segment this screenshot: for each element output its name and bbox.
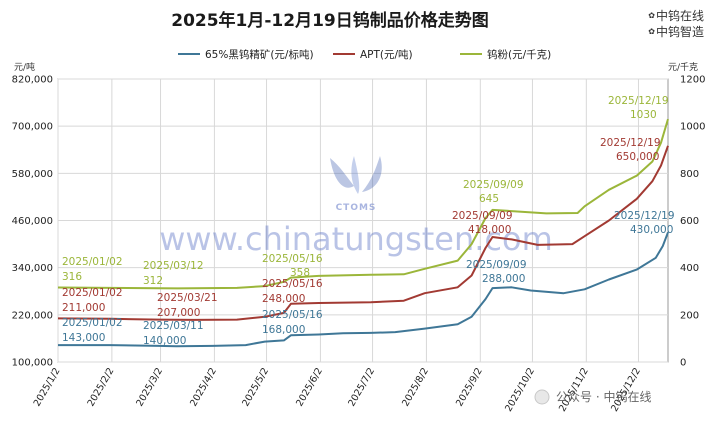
- annotation-date: 2025/01/02: [62, 287, 123, 299]
- annotation-date: 2025/03/21: [157, 292, 218, 304]
- legend-label: APT(元/吨): [360, 48, 413, 61]
- brand-text-1: 中钨在线: [655, 9, 704, 23]
- y-left-tick-label: 220,000: [12, 310, 53, 321]
- y-left-tick-label: 580,000: [12, 169, 53, 180]
- annotation-date: 2025/12/19: [600, 137, 661, 149]
- y-right-unit: 元/千克: [668, 62, 698, 73]
- annotation-value: 288,000: [482, 273, 525, 285]
- legend-label: 65%黑钨精矿(元/标吨): [205, 48, 314, 61]
- y-left-tick-label: 820,000: [12, 75, 53, 86]
- series-line: [57, 118, 669, 290]
- annotation-date: 2025/05/16: [262, 253, 323, 265]
- annotation-value: 650,000: [616, 151, 659, 163]
- y-right-tick-label: 400: [680, 263, 699, 274]
- watermark-logo-shape: [351, 156, 360, 194]
- annotation-value: 645: [479, 193, 499, 205]
- annotation-date: 2025/09/09: [463, 179, 524, 191]
- annotation-value: 248,000: [262, 293, 305, 305]
- annotation-date: 2025/12/19: [614, 210, 675, 222]
- y-left-tick-label: 700,000: [12, 122, 53, 133]
- annotation-value: 207,000: [157, 307, 200, 319]
- watermark-logo-shape: [330, 158, 354, 188]
- y-right-tick-label: 1200: [680, 75, 705, 86]
- y-right-tick-label: 800: [680, 169, 699, 180]
- y-left-unit: 元/吨: [14, 61, 35, 73]
- y-left-tick-label: 340,000: [12, 263, 53, 274]
- annotation-value: 140,000: [143, 335, 186, 347]
- annotation-date: 2025/01/02: [62, 256, 123, 268]
- annotation-value: 358: [290, 267, 310, 279]
- legend-label: 钨粉(元/千克): [487, 48, 551, 61]
- y-left-tick-label: 460,000: [12, 216, 53, 227]
- watermark-site-text: www.chinatungsten.com: [159, 220, 553, 258]
- annotation-value: 168,000: [262, 324, 305, 336]
- annotation-value: 211,000: [62, 302, 105, 314]
- annotation-date: 2025/05/16: [262, 309, 323, 321]
- y-right-tick-label: 0: [680, 358, 686, 369]
- annotation-value: 316: [62, 271, 82, 283]
- chart-title: 2025年1月-12月19日钨制品价格走势图: [171, 10, 489, 31]
- series-line: [57, 145, 669, 321]
- brand-mark-icon: ✿: [648, 27, 655, 36]
- annotation-value: 312: [143, 275, 163, 287]
- annotation-date: 2025/05/16: [262, 278, 323, 290]
- y-right-tick-label: 600: [680, 216, 699, 227]
- y-left-tick-label: 100,000: [12, 358, 53, 369]
- brand-mark-icon: ✿: [648, 11, 655, 20]
- y-right-tick-label: 1000: [680, 122, 705, 133]
- annotation-value: 418,000: [468, 224, 511, 236]
- annotation-date: 2025/09/09: [466, 259, 527, 271]
- brand-text-2: 中钨智造: [655, 25, 704, 39]
- annotation-date: 2025/03/12: [143, 260, 204, 272]
- annotation-date: 2025/03/11: [143, 320, 204, 332]
- bottom-badge-text: 公众号 · 中钨在线: [556, 389, 651, 404]
- wechat-icon: [534, 389, 550, 405]
- annotation-value: 143,000: [62, 332, 105, 344]
- annotation-date: 2025/12/19: [608, 95, 669, 107]
- watermark-logo-text: CTOMS: [336, 203, 377, 213]
- annotation-value: 1030: [630, 109, 657, 121]
- annotation-value: 430,000: [630, 224, 673, 236]
- brand-line-2: ✿中钨智造: [648, 24, 704, 40]
- annotation-date: 2025/01/02: [62, 317, 123, 329]
- brand-block: ✿中钨在线 ✿中钨智造: [648, 8, 704, 40]
- annotation-date: 2025/09/09: [452, 210, 513, 222]
- y-right-tick-label: 200: [680, 310, 699, 321]
- series-line: [58, 231, 669, 348]
- watermark-logo-shape: [362, 156, 382, 192]
- brand-line-1: ✿中钨在线: [648, 8, 704, 24]
